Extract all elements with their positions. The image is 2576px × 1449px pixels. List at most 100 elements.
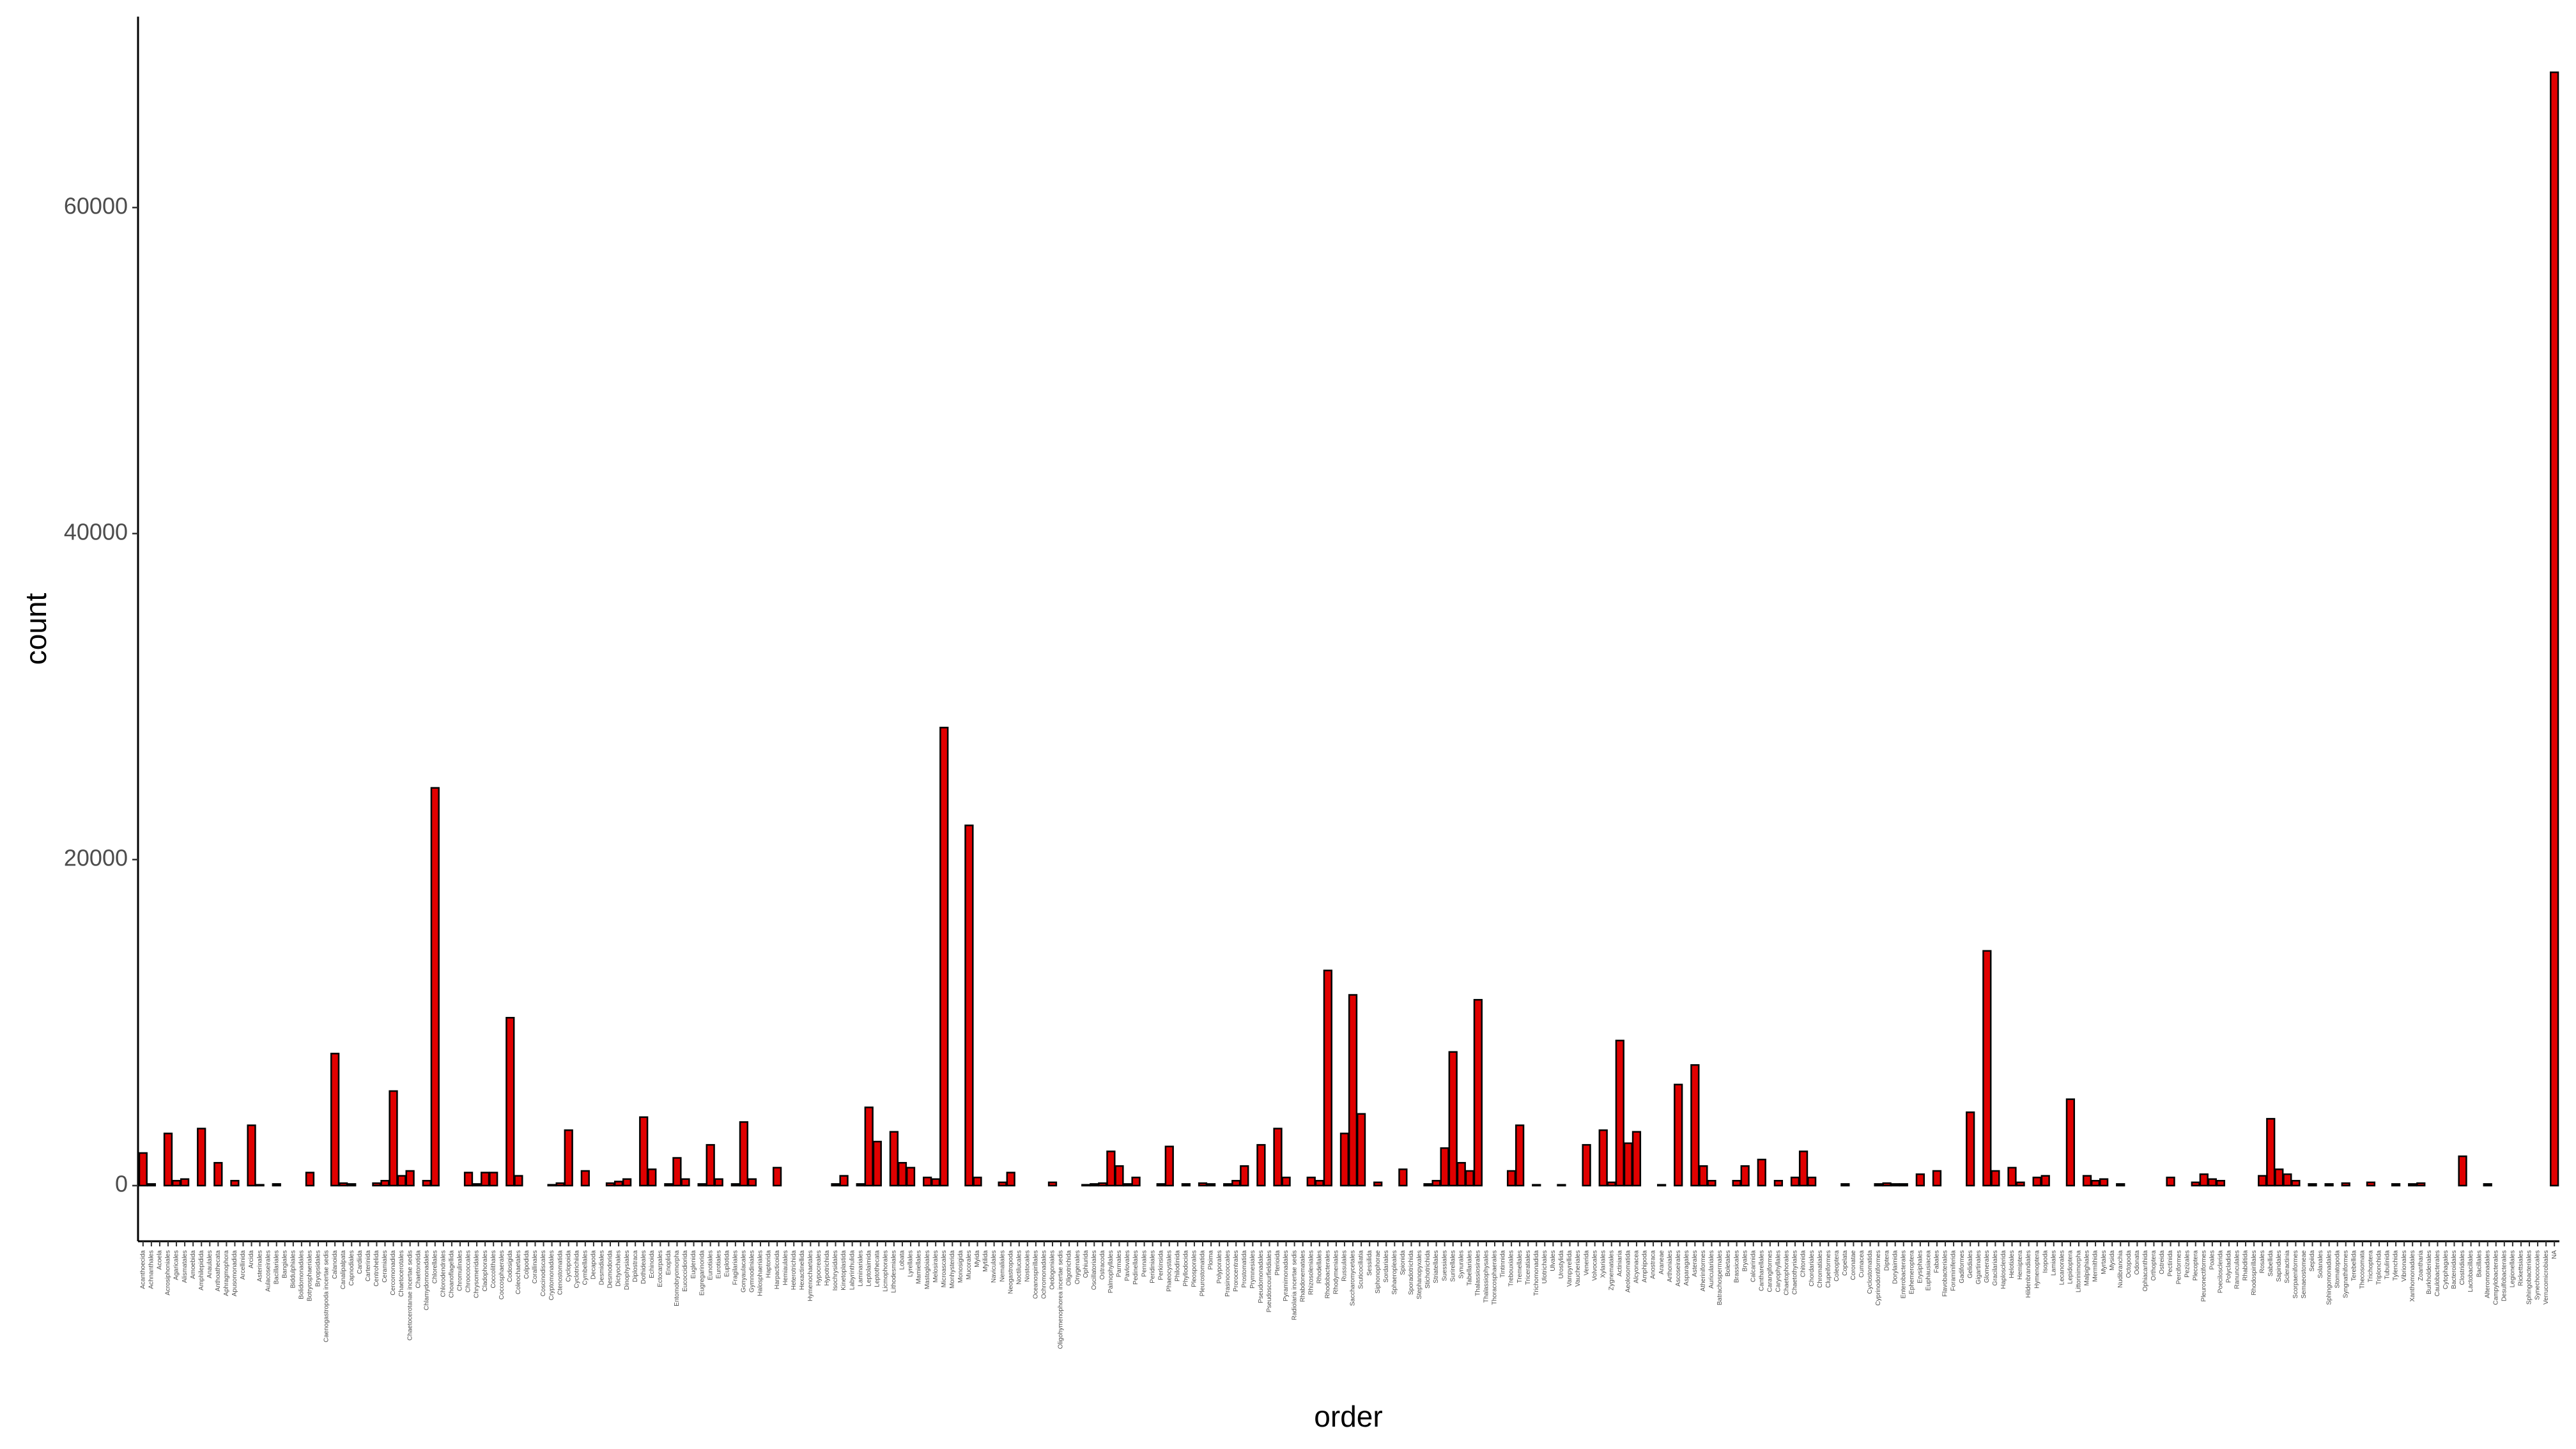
bar xyxy=(1181,1183,1191,1187)
x-tick-label: Actiniaria xyxy=(1616,1250,1623,1277)
x-tick-label: Haptorida xyxy=(766,1250,773,1278)
x-tick-label: Carangiformes xyxy=(1766,1250,1773,1292)
x-tick-label: Pseudomonadales xyxy=(1258,1250,1265,1303)
x-tick-label: Lecanorales xyxy=(2058,1250,2065,1285)
x-tick-label: Acrosiphoniales xyxy=(165,1250,172,1296)
x-tick-label: Arthoniales xyxy=(1667,1250,1674,1282)
x-tick-label: Naviculales xyxy=(991,1250,998,1283)
bar xyxy=(730,1183,740,1187)
x-tick-label: Aeolosomatida xyxy=(1625,1250,1632,1293)
x-tick-label: Arcida xyxy=(248,1250,255,1269)
x-tick-label: Vaucheriales xyxy=(1575,1250,1582,1287)
bar xyxy=(622,1178,632,1187)
x-tick-label: Pleosporales xyxy=(1191,1250,1198,1287)
x-tick-label: Parmales xyxy=(1116,1250,1123,1277)
x-tick-label: Littorinimorpha xyxy=(2076,1250,2083,1293)
bar xyxy=(1874,1183,1883,1187)
bar xyxy=(1423,1183,1433,1187)
x-tick-label: Isopoda xyxy=(2042,1250,2049,1273)
bar xyxy=(1674,1083,1683,1187)
bar xyxy=(463,1172,474,1187)
x-tick-label: Sphingomonadales xyxy=(2325,1250,2333,1305)
x-tick-label: Lyrellales xyxy=(907,1250,914,1277)
x-tick-label: Oligotrichida xyxy=(1066,1250,1073,1286)
x-tick-label: Ostreida xyxy=(2159,1250,2166,1275)
x-tick-label: Scorpaeniformes xyxy=(2292,1250,2299,1299)
x-tick-label: Melosirales xyxy=(932,1250,939,1283)
bar xyxy=(889,1131,899,1187)
x-tick-label: Cantharellales xyxy=(1758,1250,1765,1291)
bar xyxy=(1840,1183,1850,1187)
x-tick-label: Zygnematales xyxy=(1608,1250,1615,1290)
x-tick-label: Nemaliales xyxy=(999,1250,1006,1282)
bar xyxy=(2366,1181,2376,1187)
x-tick-label: Sessilida xyxy=(1366,1250,1373,1276)
x-tick-label: Chaetophorales xyxy=(1784,1250,1791,1296)
x-tick-label: Venerida xyxy=(1583,1250,1590,1276)
bar xyxy=(1598,1129,1608,1187)
bar xyxy=(1356,1113,1366,1187)
x-tick-label: Russulales xyxy=(1341,1250,1348,1282)
x-tick-label: Neogastropoda xyxy=(1007,1250,1014,1294)
x-tick-label: Ostracoda xyxy=(1099,1250,1106,1280)
bar xyxy=(1932,1170,1942,1187)
x-tick-label: Polycladida xyxy=(2226,1250,2233,1283)
x-tick-label: Gonyaulacales xyxy=(741,1250,748,1292)
x-tick-label: Xanthomonadales xyxy=(2409,1250,2416,1302)
bar xyxy=(1790,1176,1800,1187)
x-tick-label: Bacillariales xyxy=(273,1250,280,1284)
x-tick-label: Haplosclerida xyxy=(2000,1250,2007,1289)
x-tick-label: Choanoflagellida xyxy=(449,1250,456,1298)
bar xyxy=(1915,1173,1925,1187)
bar xyxy=(639,1116,649,1187)
bar xyxy=(939,727,949,1187)
bar xyxy=(1631,1131,1642,1187)
bar xyxy=(505,1016,515,1187)
bar xyxy=(163,1133,173,1187)
bar xyxy=(1081,1184,1091,1187)
x-tick-label: Canalipalpata xyxy=(340,1250,347,1290)
bar xyxy=(1582,1143,1591,1187)
x-tick-label: Chromatiales xyxy=(1817,1250,1824,1288)
x-tick-label: Poecilosclerida xyxy=(2217,1250,2225,1294)
bar xyxy=(2258,1175,2267,1187)
bar xyxy=(839,1175,849,1187)
bar xyxy=(1256,1143,1266,1187)
bar xyxy=(964,825,974,1187)
x-tick-label: Pennales xyxy=(1141,1250,1148,1277)
x-tick-label: Asterinales xyxy=(256,1250,263,1282)
bar xyxy=(1090,1183,1099,1187)
x-tick-label: Chrysomeridales xyxy=(474,1250,481,1298)
x-tick-label: Thalassiosirales xyxy=(1475,1250,1482,1296)
x-tick-label: Centrohelida xyxy=(373,1250,380,1287)
bar xyxy=(2483,1183,2492,1187)
x-tick-label: Ploima xyxy=(1208,1250,1215,1270)
bar xyxy=(481,1172,490,1187)
bar xyxy=(672,1157,682,1187)
x-tick-label: Tubulinida xyxy=(2384,1250,2391,1280)
bar xyxy=(1114,1165,1124,1187)
x-tick-label: Chaetothyriales xyxy=(1792,1250,1799,1294)
x-tick-label: Desulfobacterales xyxy=(2501,1250,2508,1301)
x-tick-label: Eunotiales xyxy=(707,1250,714,1280)
x-tick-label: Cryptomonadales xyxy=(548,1250,555,1300)
bar xyxy=(555,1182,565,1187)
x-tick-label: Rhodymeniales xyxy=(1333,1250,1340,1294)
x-tick-label: Polyporales xyxy=(1216,1250,1223,1283)
x-tick-label: Lithodesmiales xyxy=(891,1250,898,1293)
x-tick-label: Kinetoplastida xyxy=(840,1250,847,1290)
bar xyxy=(1231,1180,1241,1187)
bar xyxy=(1223,1183,1233,1187)
bar xyxy=(272,1183,281,1187)
bar xyxy=(2099,1178,2109,1187)
bar xyxy=(2199,1173,2209,1187)
bar xyxy=(2391,1183,2401,1187)
x-tick-label: Triceratiales xyxy=(1525,1250,1532,1285)
x-tick-label: Rhodospirillales xyxy=(2251,1250,2258,1296)
x-tick-label: Coleoptera xyxy=(1833,1250,1840,1282)
x-tick-label: Anaulales xyxy=(206,1250,213,1278)
x-tick-label: Spionida xyxy=(1400,1250,1407,1275)
x-tick-label: Hemiptera xyxy=(2017,1250,2024,1280)
x-tick-label: Pavlovales xyxy=(1124,1250,1131,1281)
x-tick-label: Biddulphiales xyxy=(289,1250,297,1289)
